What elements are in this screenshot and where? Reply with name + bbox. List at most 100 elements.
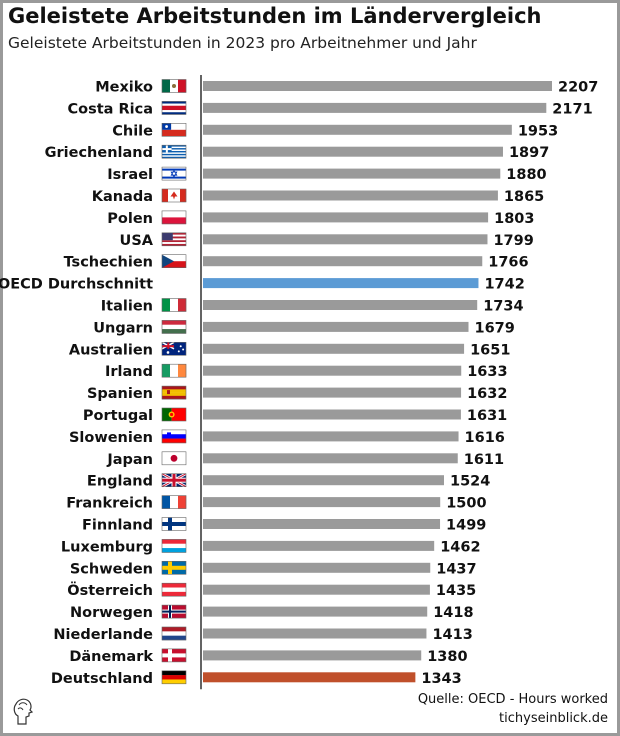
value-label-deutschland: 1343	[421, 671, 461, 687]
bar-spanien	[203, 387, 462, 398]
value-label-ungarn: 1679	[475, 320, 515, 336]
value-label-italien: 1734	[483, 299, 523, 315]
value-label-niederlande: 1413	[432, 627, 472, 643]
value-label-costa-rica: 2171	[552, 101, 592, 117]
chart-title: Geleistete Arbeitstunden im Ländervergle…	[8, 4, 542, 28]
value-label-portugal: 1631	[467, 408, 507, 424]
bar-kanada	[203, 190, 498, 201]
value-label-oecd-durchschnitt: 1742	[484, 277, 524, 293]
value-label-tschechien: 1766	[488, 255, 528, 271]
category-label-österreich: Österreich	[67, 581, 153, 599]
at-flag-icon	[161, 582, 187, 597]
bar-österreich	[203, 584, 430, 595]
value-label-dänemark: 1380	[427, 649, 467, 665]
bar-irland	[203, 365, 462, 376]
value-label-luxemburg: 1462	[440, 539, 480, 555]
bar-israel	[203, 168, 501, 179]
site-name: tichyseinblick.de	[499, 711, 608, 726]
category-label-spanien: Spanien	[87, 386, 153, 402]
value-label-griechenland: 1897	[509, 145, 549, 161]
jp-flag-icon	[161, 451, 187, 466]
category-label-oecd-durchschnitt: OECD Durchschnitt	[0, 277, 153, 293]
category-label-polen: Polen	[107, 211, 153, 227]
bar-england	[203, 475, 444, 486]
bar-finnland	[203, 519, 441, 529]
bar-italien	[203, 300, 478, 310]
category-label-chile: Chile	[112, 123, 153, 139]
bar-oecd-durchschnitt	[203, 278, 479, 289]
bar-costa-rica	[203, 102, 547, 113]
category-label-ungarn: Ungarn	[93, 320, 153, 336]
nl-flag-icon	[161, 626, 187, 641]
bar-niederlande	[203, 628, 427, 639]
es-flag-icon	[161, 385, 187, 400]
bar-dänemark	[203, 650, 422, 661]
fi-flag-icon	[161, 517, 187, 531]
ie-flag-icon	[161, 363, 187, 378]
bar-griechenland	[203, 146, 503, 157]
value-label-japan: 1611	[464, 452, 504, 468]
il-flag-icon	[161, 166, 187, 181]
bar-japan	[203, 453, 458, 464]
category-label-israel: Israel	[107, 167, 153, 183]
category-label-griechenland: Griechenland	[45, 145, 153, 161]
category-label-slowenien: Slowenien	[69, 430, 153, 446]
bar-australien	[203, 343, 465, 354]
value-label-frankreich: 1500	[446, 496, 486, 512]
bar-usa	[203, 234, 488, 245]
publisher-logo-icon	[13, 698, 34, 725]
category-label-schweden: Schweden	[70, 561, 153, 577]
category-label-portugal: Portugal	[83, 408, 153, 424]
pt-flag-icon	[161, 407, 187, 422]
category-label-italien: Italien	[101, 299, 153, 315]
value-label-österreich: 1435	[436, 583, 476, 599]
au-flag-icon	[161, 341, 187, 356]
ca-flag-icon	[161, 188, 187, 203]
source-note: Quelle: OECD - Hours worked	[417, 692, 608, 707]
value-label-irland: 1633	[467, 364, 507, 380]
bar-ungarn	[203, 321, 469, 332]
value-label-mexiko: 2207	[558, 80, 598, 96]
cr-flag-icon	[161, 101, 187, 115]
value-label-england: 1524	[450, 474, 490, 490]
bar-deutschland	[203, 672, 416, 683]
bar-polen	[203, 212, 489, 223]
category-label-mexiko: Mexiko	[95, 80, 153, 96]
bar-schweden	[203, 562, 431, 573]
bar-tschechien	[203, 256, 483, 267]
gb-flag-icon	[161, 472, 187, 488]
no-flag-icon	[161, 604, 187, 619]
value-label-spanien: 1632	[467, 386, 507, 402]
cz-flag-icon	[161, 254, 187, 268]
gr-flag-icon	[161, 144, 187, 159]
bar-slowenien	[203, 431, 459, 442]
si-flag-icon	[161, 429, 187, 444]
chart-subtitle: Geleistete Arbeitstunden in 2023 pro Arb…	[8, 34, 477, 52]
value-label-chile: 1953	[518, 123, 558, 139]
fr-flag-icon	[161, 495, 187, 509]
value-label-slowenien: 1616	[465, 430, 505, 446]
value-label-usa: 1799	[493, 233, 533, 249]
cl-flag-icon	[161, 123, 187, 137]
pl-flag-icon	[161, 210, 187, 225]
value-label-australien: 1651	[470, 342, 510, 358]
lu-flag-icon	[161, 539, 187, 553]
category-label-tschechien: Tschechien	[64, 255, 153, 271]
category-label-usa: USA	[120, 233, 154, 249]
category-label-deutschland: Deutschland	[51, 671, 153, 687]
category-label-norwegen: Norwegen	[70, 605, 153, 621]
bar-luxemburg	[203, 540, 435, 551]
value-label-norwegen: 1418	[433, 605, 473, 621]
value-label-schweden: 1437	[436, 561, 476, 577]
bar-mexiko	[203, 81, 552, 91]
hu-flag-icon	[161, 320, 187, 334]
value-label-polen: 1803	[494, 211, 534, 227]
category-label-dänemark: Dänemark	[69, 649, 153, 665]
dk-flag-icon	[161, 648, 187, 663]
value-label-kanada: 1865	[504, 189, 544, 205]
mx-flag-icon	[161, 79, 187, 93]
category-label-japan: Japan	[106, 452, 153, 468]
value-label-israel: 1880	[506, 167, 546, 183]
category-label-finnland: Finnland	[82, 518, 153, 534]
us-flag-icon	[161, 232, 187, 247]
